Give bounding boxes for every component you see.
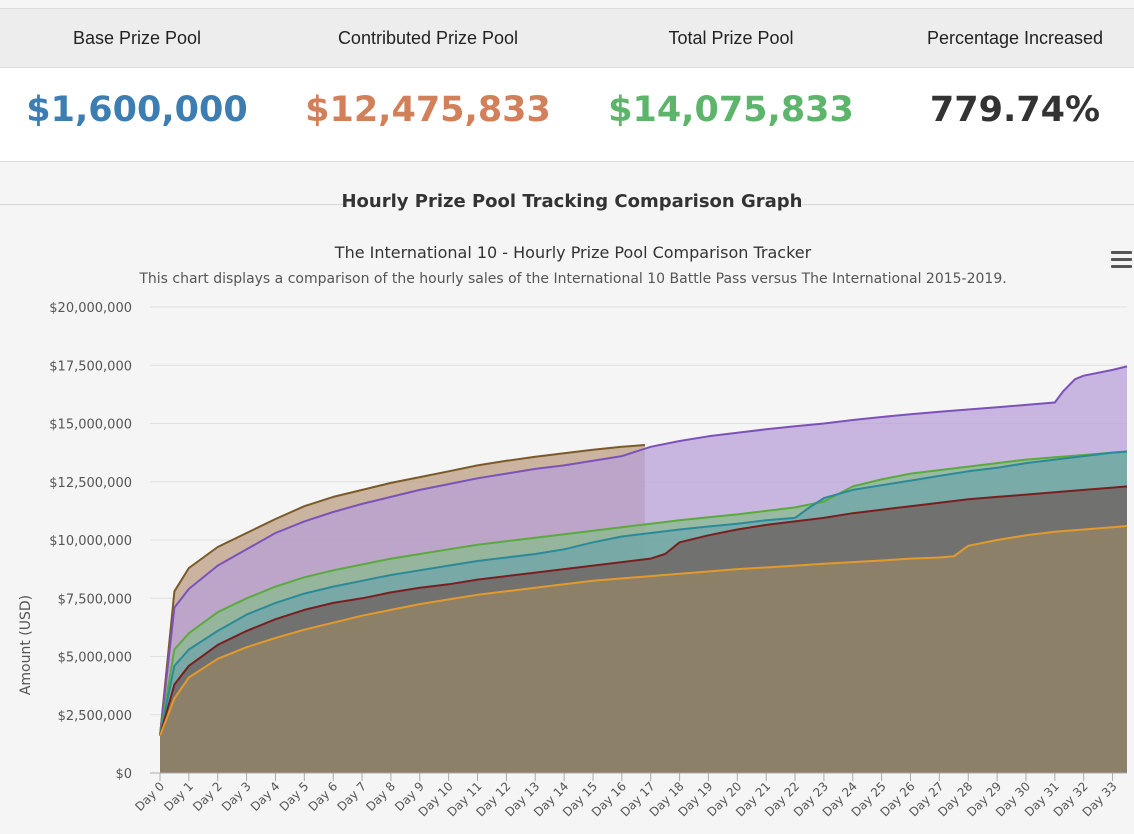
x-tick-label: Day 2 <box>190 779 225 814</box>
x-tick-label: Day 0 <box>132 779 167 814</box>
y-axis-title: Amount (USD) <box>18 595 34 695</box>
base-prize-pool-label: Base Prize Pool <box>72 28 202 48</box>
section-rule-right <box>802 204 1134 205</box>
x-tick-label: Day 8 <box>363 779 398 814</box>
series-line-3[interactable] <box>159 450 1128 736</box>
section-title: Hourly Prize Pool Tracking Comparison Gr… <box>341 191 803 212</box>
series-line-4[interactable] <box>159 485 1128 736</box>
x-tick-label: Day 4 <box>248 779 283 814</box>
x-tick-label: Day 5 <box>277 779 312 814</box>
series-line-2[interactable] <box>159 450 1128 736</box>
series-areas <box>160 366 1127 773</box>
series-line-5[interactable] <box>159 525 1128 737</box>
stats-header-row: Base Prize Pool Contributed Prize Pool T… <box>0 9 1134 68</box>
percentage-increased-label: Percentage Increased <box>926 28 1104 48</box>
series-lines <box>159 365 1128 737</box>
y-tick-label: $5,000,000 <box>58 651 132 666</box>
chart-title: The International 10 - Hourly Prize Pool… <box>334 243 812 262</box>
x-tick-label: Day 3 <box>219 779 254 814</box>
x-tick-label: Day 1 <box>161 779 196 814</box>
y-tick-label: $10,000,000 <box>49 534 132 549</box>
total-prize-pool-label: Total Prize Pool <box>668 28 794 48</box>
contributed-prize-pool-label: Contributed Prize Pool <box>337 28 519 48</box>
y-tick-label: $15,000,000 <box>49 418 132 433</box>
x-tick-label: Day 6 <box>306 779 341 814</box>
y-tick-label: $2,500,000 <box>58 709 132 724</box>
y-tick-label: $0 <box>115 767 132 782</box>
prize-pool-chart: The International 10 - Hourly Prize Pool… <box>18 243 1128 819</box>
y-tick-label: $17,500,000 <box>49 359 132 374</box>
prize-pool-stats: Base Prize Pool Contributed Prize Pool T… <box>0 8 1134 162</box>
series-area-5 <box>160 526 1127 773</box>
series-line-0[interactable] <box>159 444 645 736</box>
y-tick-label: $12,500,000 <box>49 476 132 491</box>
y-tick-label: $20,000,000 <box>49 301 132 316</box>
x-tick-label: Day 7 <box>334 779 369 814</box>
series-line-1[interactable] <box>159 365 1128 736</box>
section-rule-left <box>0 204 345 205</box>
total-prize-pool-value: $14,075,833 <box>608 90 854 130</box>
stats-value-row: $1,600,000 $12,475,833 $14,075,833 779.7… <box>0 68 1134 162</box>
contributed-prize-pool-value: $12,475,833 <box>305 90 551 130</box>
base-prize-pool-value: $1,600,000 <box>26 90 248 130</box>
y-tick-label: $7,500,000 <box>58 592 132 607</box>
y-axis: $0 $2,500,000 $5,000,000 $7,500,000 $10,000,… <box>49 301 132 782</box>
percentage-increased-value: 779.74% <box>929 90 1101 130</box>
hamburger-menu-icon[interactable] <box>1111 251 1132 268</box>
section-heading: Hourly Prize Pool Tracking Comparison Gr… <box>0 188 1134 218</box>
chart-subtitle: This chart displays a comparison of the … <box>138 271 1006 287</box>
